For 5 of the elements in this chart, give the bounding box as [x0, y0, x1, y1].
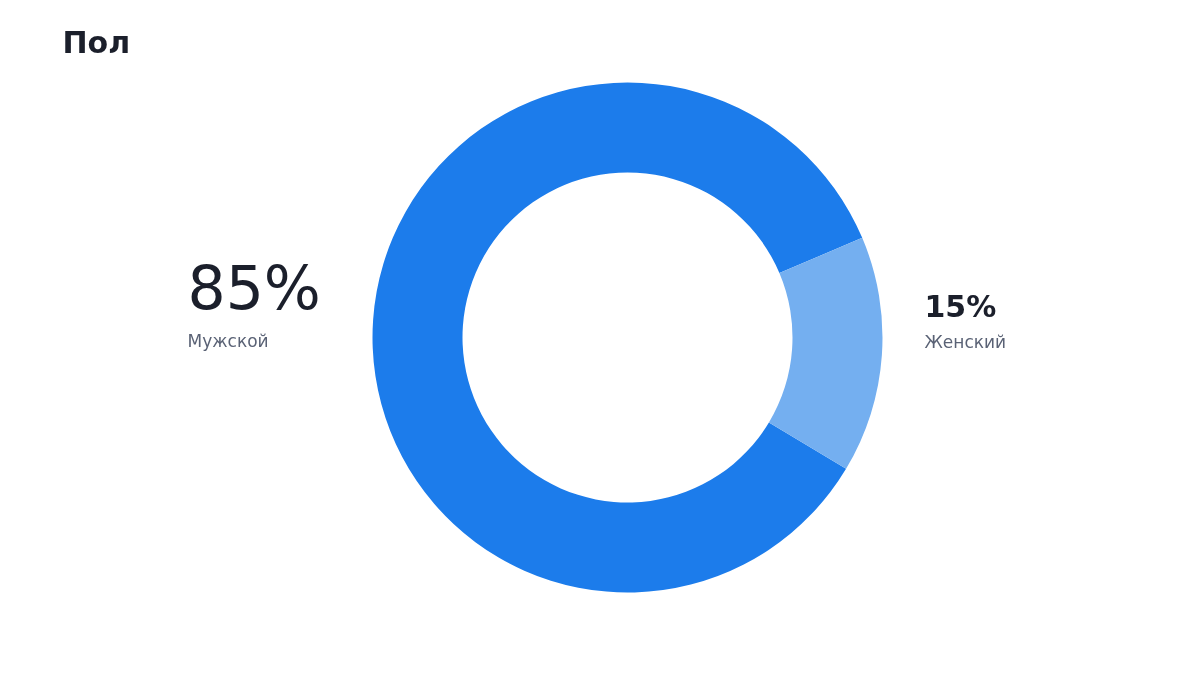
data-label: 15%: [924, 288, 997, 324]
slice-label: Женский: [924, 331, 1007, 352]
slice-label: Мужской: [187, 330, 269, 351]
data-label: 85%: [187, 252, 321, 323]
chart-title: Пол: [62, 25, 131, 60]
